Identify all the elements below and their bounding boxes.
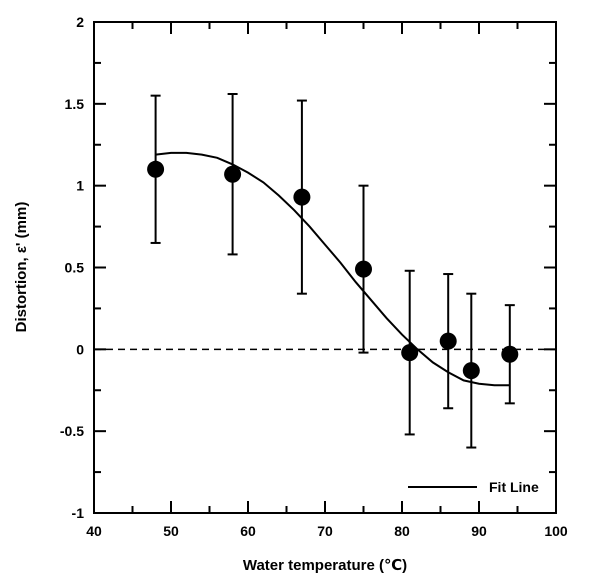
x-axis-label: Water temperature (℃): [243, 557, 407, 574]
x-tick-label: 40: [86, 523, 102, 539]
data-point: [147, 161, 164, 178]
y-tick-label: 1.5: [65, 96, 85, 112]
data-point: [224, 166, 241, 183]
x-tick-label: 100: [544, 523, 568, 539]
y-tick-label: 0.5: [65, 260, 85, 276]
legend-label-fit-line: Fit Line: [489, 479, 539, 495]
data-point: [440, 333, 457, 350]
y-tick-label: 0: [76, 341, 84, 357]
data-points: [147, 94, 518, 448]
x-tick-label: 50: [163, 523, 179, 539]
y-tick-label: 1: [76, 178, 84, 194]
x-tick-label: 80: [394, 523, 410, 539]
y-tick-label: -0.5: [60, 423, 84, 439]
data-point: [355, 261, 372, 278]
fit-line-path: [156, 153, 510, 385]
y-axis-label: Distortion, ε' (mm): [13, 202, 30, 333]
data-point: [401, 344, 418, 361]
y-ticks: -1 -0.5 0 0.5 1 1.5 2: [60, 14, 556, 521]
legend: Fit Line: [408, 479, 539, 495]
data-point: [501, 346, 518, 363]
x-tick-label: 70: [317, 523, 333, 539]
data-point: [463, 362, 480, 379]
x-tick-label: 90: [471, 523, 487, 539]
x-tick-label: 60: [240, 523, 256, 539]
y-tick-label: -1: [72, 505, 85, 521]
data-point: [293, 189, 310, 206]
y-tick-label: 2: [76, 14, 84, 30]
plot-frame: [94, 22, 556, 513]
x-ticks: 40 50 60 70 80 90 100: [86, 22, 568, 539]
fit-line-series: [156, 153, 510, 385]
